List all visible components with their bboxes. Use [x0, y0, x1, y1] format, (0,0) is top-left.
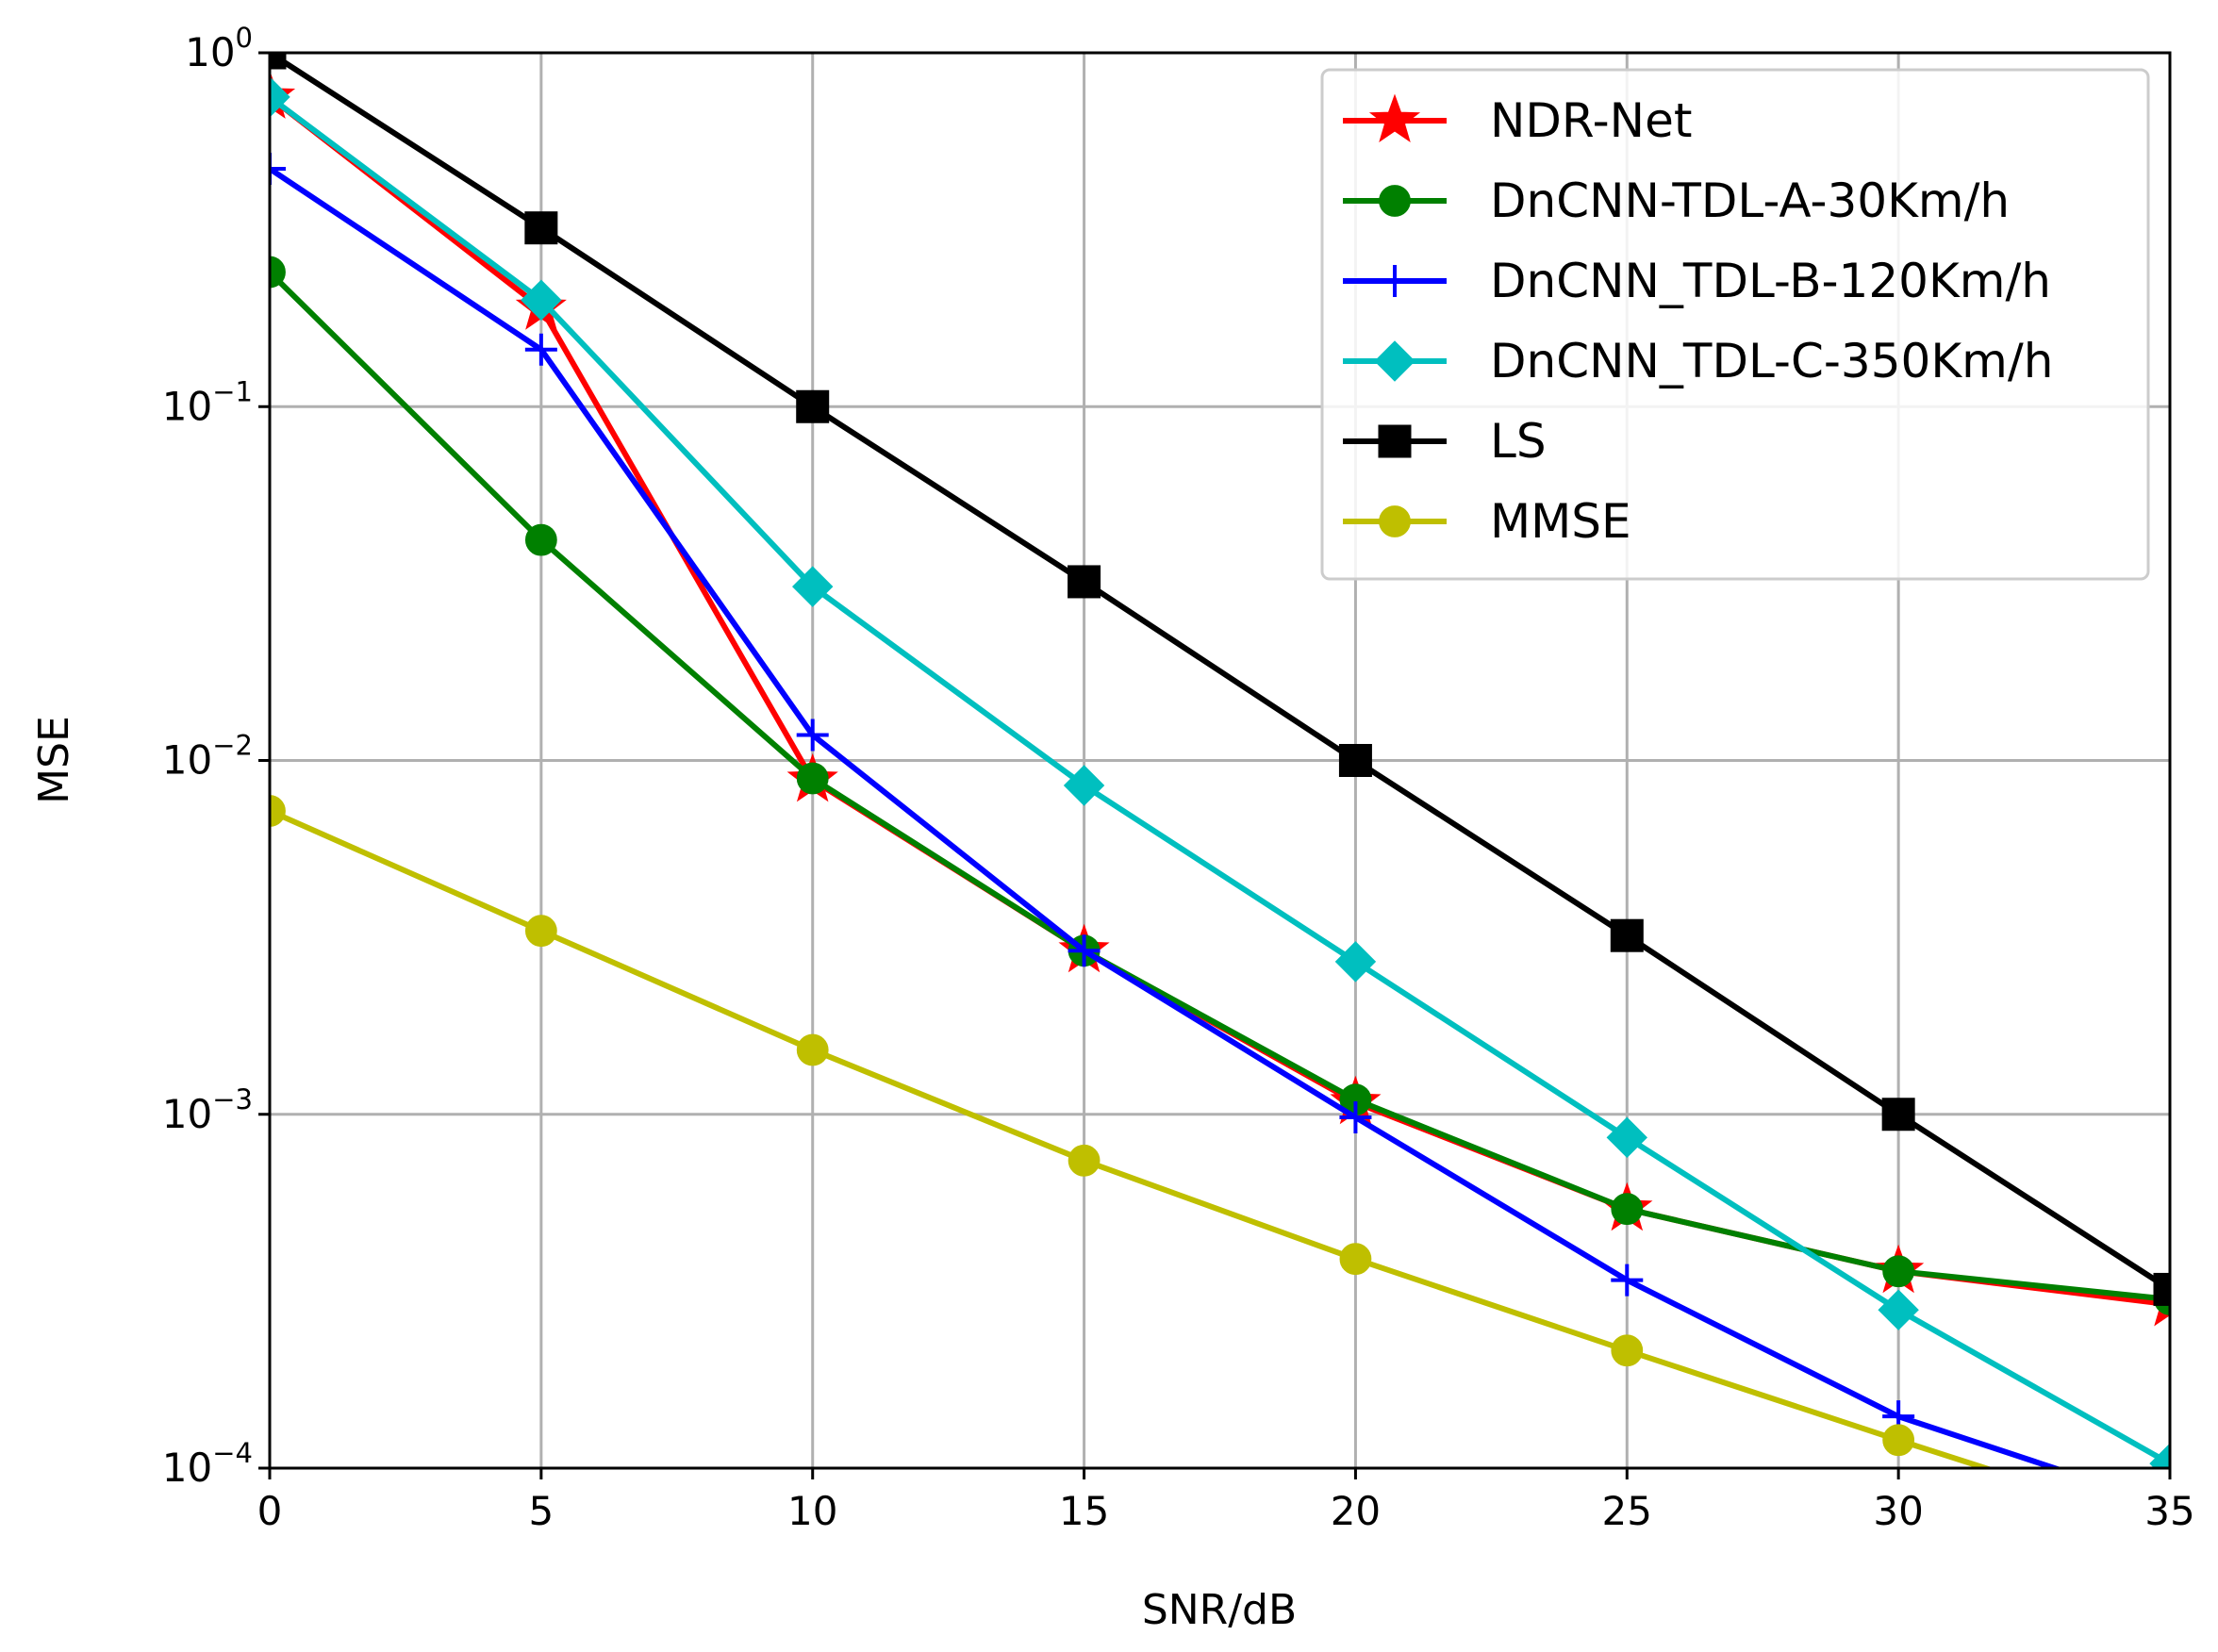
- legend-marker: [1379, 505, 1411, 537]
- y-tick-label: 10−4: [162, 1437, 253, 1491]
- legend-marker: [1368, 93, 1421, 142]
- series-mmse: [270, 795, 1995, 1468]
- data-point: [270, 153, 286, 186]
- data-point: [1068, 1144, 1101, 1177]
- legend-item: LS: [1343, 414, 1547, 469]
- data-point: [796, 719, 829, 752]
- data-point: [1881, 1098, 1915, 1132]
- data-point: [1606, 1116, 1647, 1159]
- legend-marker: [1374, 340, 1415, 382]
- series-dncnn-tdl-b-120km-h: [270, 153, 2064, 1468]
- x-tick-label: 20: [1331, 1488, 1381, 1534]
- data-point: [2149, 1443, 2170, 1468]
- legend-item: DnCNN_TDL-B-120Km/h: [1343, 254, 2051, 308]
- y-axis-label: MSE: [30, 716, 78, 804]
- y-tick-label: 10−3: [162, 1083, 253, 1137]
- x-axis-label: SNR/dB: [1142, 1586, 1297, 1634]
- data-point: [1068, 565, 1101, 599]
- legend-item: NDR-Net: [1343, 93, 1692, 148]
- legend-marker: [1378, 424, 1412, 458]
- data-point: [1611, 1193, 1644, 1226]
- data-point: [796, 389, 830, 423]
- series-group: [270, 53, 2170, 1468]
- series-line: [270, 166, 2064, 1468]
- x-tick-label: 0: [257, 1488, 283, 1534]
- legend-label: NDR-Net: [1490, 93, 1692, 148]
- series-line: [270, 808, 1995, 1468]
- data-point: [1611, 1334, 1644, 1367]
- data-point: [792, 566, 834, 607]
- legend-marker: [1379, 185, 1411, 217]
- legend-item: DnCNN_TDL-C-350Km/h: [1343, 334, 2053, 388]
- data-point: [1878, 1289, 1919, 1330]
- data-point: [796, 762, 829, 795]
- data-point: [1063, 765, 1105, 806]
- data-point: [524, 523, 557, 556]
- data-point: [1882, 1424, 1915, 1457]
- x-tick-label: 15: [1059, 1488, 1109, 1534]
- axis-ticks: 0 5 10 15 20 25 30 35 100 10−1 10−2 10−3 10−4: [162, 22, 2195, 1534]
- x-tick-label: 5: [528, 1488, 554, 1534]
- y-tick-label: 100: [185, 22, 253, 75]
- x-tick-label: 25: [1602, 1488, 1652, 1534]
- series-ls: [270, 53, 2170, 1306]
- legend-marker: [1379, 265, 1411, 297]
- legend-label: DnCNN-TDL-A-30Km/h: [1490, 173, 2010, 228]
- data-point: [270, 53, 287, 70]
- data-point: [1068, 934, 1101, 967]
- x-tick-label: 30: [1873, 1488, 1923, 1534]
- data-point: [2153, 1272, 2170, 1306]
- legend-box: [1320, 68, 2150, 581]
- data-point: [1338, 744, 1372, 777]
- data-point: [524, 333, 557, 366]
- legend-label: MMSE: [1490, 494, 1631, 549]
- x-tick-label: 10: [787, 1488, 837, 1534]
- data-point: [524, 211, 558, 245]
- legend-label: LS: [1490, 414, 1547, 469]
- data-point: [1339, 1101, 1372, 1134]
- data-point: [796, 1033, 829, 1066]
- data-point: [524, 915, 557, 948]
- data-point: [1611, 1264, 1644, 1297]
- data-point: [1610, 918, 1644, 952]
- series-dncnn-tdl-c-350km-h: [270, 76, 2170, 1468]
- legend-item: DnCNN-TDL-A-30Km/h: [1343, 173, 2010, 228]
- x-tick-label: 35: [2144, 1488, 2194, 1534]
- legend: NDR-Net DnCNN-TDL-A-30Km/h DnCNN_TDL-B-120…: [1320, 68, 2150, 581]
- legend-label: DnCNN_TDL-B-120Km/h: [1490, 254, 2051, 308]
- y-tick-label: 10−2: [162, 730, 253, 784]
- data-point: [1334, 941, 1377, 983]
- legend-item: MMSE: [1343, 494, 1631, 549]
- data-point: [521, 279, 562, 321]
- series-dncnn-tdl-a-30km-h: [270, 256, 2170, 1315]
- data-point: [1882, 1255, 1915, 1288]
- series-line: [270, 94, 2170, 1466]
- legend-label: DnCNN_TDL-C-350Km/h: [1490, 334, 2053, 388]
- data-point: [270, 76, 290, 118]
- series-line: [270, 270, 2170, 1302]
- data-point: [1339, 1243, 1372, 1276]
- y-tick-label: 10−1: [162, 375, 253, 429]
- series-line: [270, 53, 2170, 1292]
